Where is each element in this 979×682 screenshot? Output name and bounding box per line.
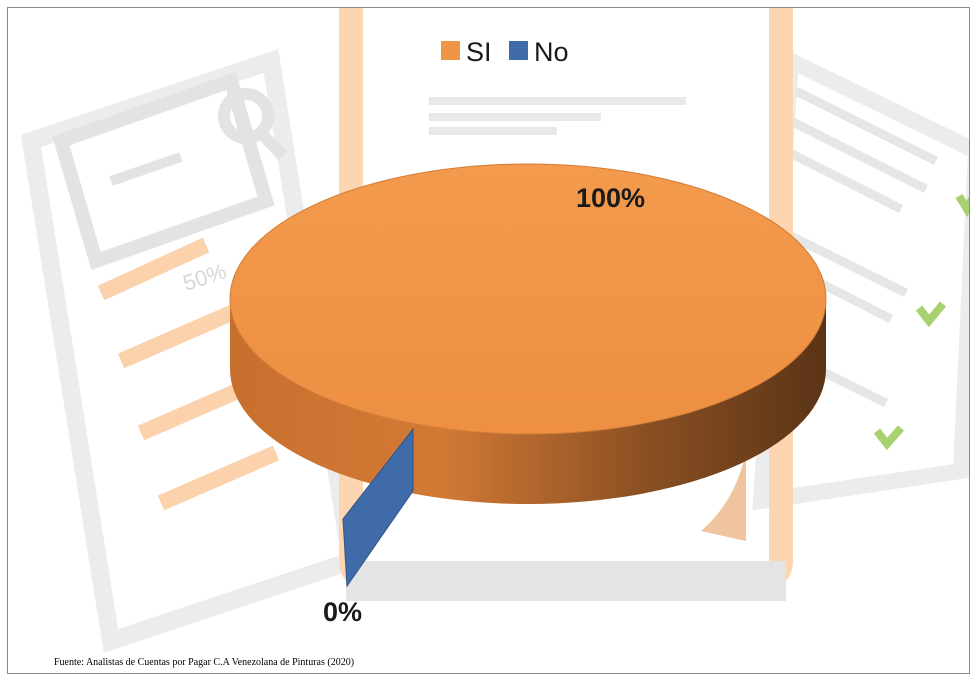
legend-swatch-SI: [441, 41, 460, 60]
data-label-No: 0%: [323, 597, 362, 627]
pie-chart: 50%: [20, 8, 969, 653]
source-note: Fuente: Analistas de Cuentas por Pagar C…: [54, 657, 355, 668]
data-label-SI: 100%: [576, 183, 645, 213]
pie-marks: [229, 163, 827, 588]
slice-No: [342, 427, 414, 588]
slice-SI-side: [230, 299, 826, 504]
chart-frame: 50%: [7, 7, 970, 674]
phone-document-icon: [339, 8, 793, 601]
legend: SI No: [441, 37, 569, 67]
legend-label-SI: SI: [466, 37, 492, 67]
slice-SI: [229, 163, 827, 435]
background-percent-label: 50%: [180, 258, 230, 295]
legend-label-No: No: [534, 37, 569, 67]
legend-swatch-No: [509, 41, 528, 60]
